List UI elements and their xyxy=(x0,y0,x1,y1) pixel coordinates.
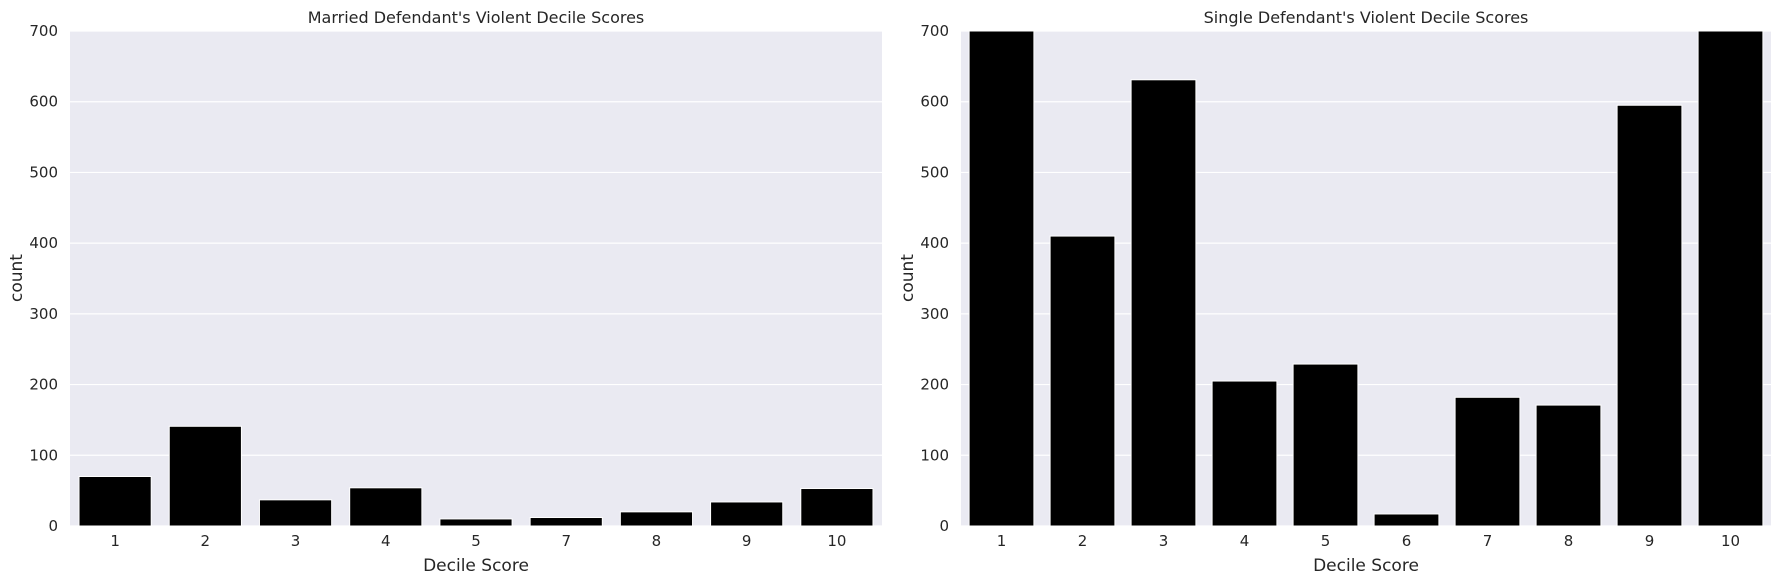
y-tick-label: 0 xyxy=(939,517,949,535)
chart-married: 0 100 200 300 400 500 600 700 1 2 3 4 5 7 8 9 10 Marrie… xyxy=(7,8,882,576)
bar-4 xyxy=(1211,380,1278,527)
bar-9 xyxy=(710,501,784,527)
x-tick-label: 7 xyxy=(1483,532,1493,550)
x-tick-label: 8 xyxy=(652,532,662,550)
y-tick-label: 400 xyxy=(29,234,58,252)
x-tick-label: 4 xyxy=(381,532,391,550)
bar-1 xyxy=(78,476,152,527)
y-tick-label: 100 xyxy=(920,446,949,464)
bar-2 xyxy=(168,425,242,527)
x-tick-label: 9 xyxy=(1645,532,1655,550)
bars-married xyxy=(78,425,874,527)
bar-3 xyxy=(1130,79,1197,527)
x-tick-label: 1 xyxy=(110,532,120,550)
bar-4 xyxy=(349,487,423,527)
y-tick-label: 200 xyxy=(920,376,949,394)
x-tick-label: 10 xyxy=(1721,532,1740,550)
y-tick-label: 600 xyxy=(920,93,949,111)
x-ticks-married: 1 2 3 4 5 7 8 9 10 xyxy=(110,532,846,550)
bar-10 xyxy=(800,488,874,527)
x-tick-label: 5 xyxy=(471,532,481,550)
x-tick-label: 2 xyxy=(1078,532,1088,550)
bar-5 xyxy=(439,518,513,527)
x-tick-label: 4 xyxy=(1240,532,1250,550)
y-tick-label: 200 xyxy=(29,376,58,394)
y-tick-label: 0 xyxy=(48,517,58,535)
bar-3 xyxy=(258,499,333,527)
chart-title-single: Single Defendant's Violent Decile Scores xyxy=(1204,8,1529,27)
bar-1 xyxy=(968,30,1035,527)
x-tick-label: 6 xyxy=(1402,532,1412,550)
y-tick-label: 500 xyxy=(29,163,58,181)
bar-8 xyxy=(1535,404,1602,527)
x-tick-label: 10 xyxy=(827,532,846,550)
y-tick-label: 600 xyxy=(29,93,58,111)
bar-7 xyxy=(529,517,603,527)
y-tick-label: 300 xyxy=(920,305,949,323)
y-tick-label: 100 xyxy=(29,446,58,464)
x-tick-label: 8 xyxy=(1564,532,1574,550)
bar-2 xyxy=(1049,235,1116,527)
x-axis-label-married: Decile Score xyxy=(423,556,529,576)
y-axis-label-single: count xyxy=(898,254,918,302)
x-tick-label: 1 xyxy=(997,532,1007,550)
bars-single xyxy=(968,30,1764,527)
x-tick-label: 5 xyxy=(1321,532,1331,550)
y-tick-label: 500 xyxy=(920,163,949,181)
bar-8 xyxy=(619,511,694,527)
x-tick-label: 3 xyxy=(291,532,301,550)
y-tick-label: 400 xyxy=(920,234,949,252)
y-tick-label: 700 xyxy=(920,22,949,40)
y-axis-label-married: count xyxy=(7,254,27,302)
bar-7 xyxy=(1454,396,1521,527)
x-tick-label: 3 xyxy=(1159,532,1169,550)
y-ticks-married: 0 100 200 300 400 500 600 700 xyxy=(29,22,58,535)
x-ticks-single: 1 2 3 4 5 6 7 8 9 10 xyxy=(997,532,1740,550)
x-axis-label-single: Decile Score xyxy=(1313,556,1419,576)
x-tick-label: 7 xyxy=(561,532,571,550)
y-tick-label: 300 xyxy=(29,305,58,323)
bar-10 xyxy=(1697,30,1764,527)
chart-title-married: Married Defendant's Violent Decile Score… xyxy=(308,8,645,27)
bar-5 xyxy=(1292,363,1359,527)
y-ticks-single: 0 100 200 300 400 500 600 700 xyxy=(920,22,949,535)
x-tick-label: 9 xyxy=(742,532,752,550)
y-tick-label: 700 xyxy=(29,22,58,40)
chart-single: 0 100 200 300 400 500 600 700 1 2 3 4 5 6 7 8 9 10 Singl… xyxy=(898,8,1771,576)
x-tick-label: 2 xyxy=(201,532,211,550)
bar-9 xyxy=(1616,104,1683,527)
bar-6 xyxy=(1373,513,1440,527)
